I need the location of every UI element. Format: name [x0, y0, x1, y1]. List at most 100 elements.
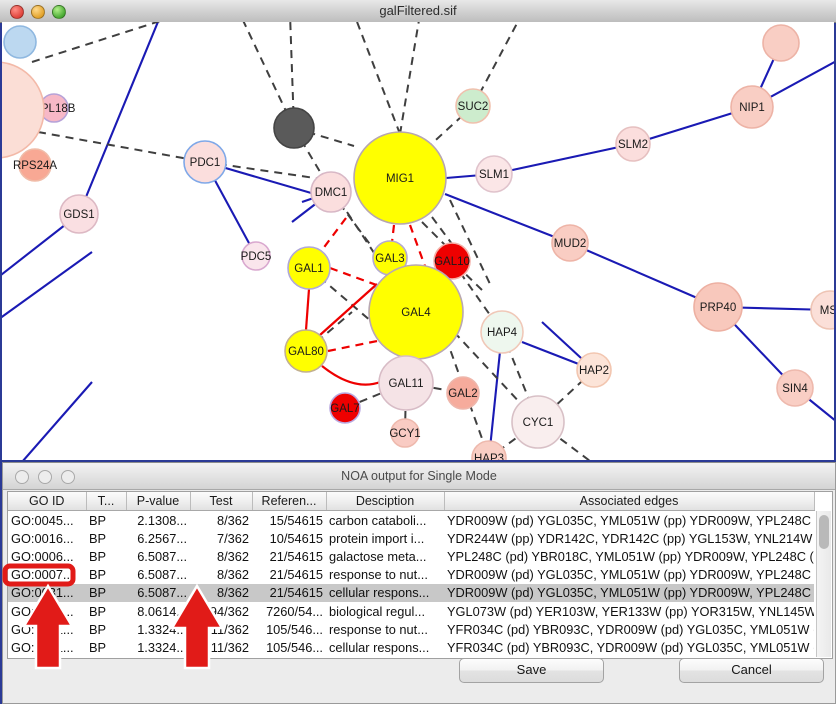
node-cyc1[interactable]: CYC1 — [511, 395, 565, 449]
network-graph[interactable]: RPL18BRPS24AGDS1PDC1PDC5SUC2MIG1DMC1SLM1… — [2, 22, 834, 460]
node-gal4[interactable]: GAL4 — [368, 264, 464, 360]
table-row[interactable]: GO:0065... BP 8.0614... 94/362 7260/54... bio… — [8, 602, 814, 620]
column-header-test[interactable]: Test — [190, 492, 253, 511]
node-hap2[interactable]: HAP2 — [576, 352, 612, 388]
node-circle[interactable] — [59, 194, 99, 234]
node-gal7[interactable]: GAL7 — [329, 392, 361, 424]
table-row[interactable]: GO:0031... BP 1.3324... 11/362 105/546... res… — [8, 620, 814, 638]
node-circle[interactable] — [273, 107, 315, 149]
node-mud2[interactable]: MUD2 — [551, 224, 589, 262]
network-canvas[interactable]: RPL18B RPS24A GDS1 PDC1 PDC5 SUC2 MIG1 DMC1 SLM1… — [2, 22, 834, 460]
table-row[interactable]: GO:0016... BP 6.2567... 7/362 10/54615 protei… — [8, 529, 814, 547]
node-unlabeled[interactable] — [3, 25, 37, 59]
results-table-container[interactable]: GO ID T... P-value Test Referen... Desci… — [7, 491, 833, 659]
cell-test: 11/362 — [210, 621, 249, 637]
node-rps24a[interactable]: RPS24A — [13, 148, 57, 182]
window-controls[interactable] — [10, 5, 66, 19]
node-gcy1[interactable]: GCY1 — [389, 418, 421, 448]
node-gal1[interactable]: GAL1 — [287, 246, 331, 290]
column-header-associated-edges[interactable]: Associated edges — [444, 492, 815, 511]
node-hap4[interactable]: HAP4 — [480, 310, 524, 354]
node-circle[interactable] — [475, 155, 513, 193]
node-dmc1[interactable]: DMC1 — [310, 171, 352, 213]
cancel-button[interactable]: Cancel — [679, 658, 824, 683]
node-circle[interactable] — [2, 61, 45, 159]
node-gal11[interactable]: GAL11 — [378, 355, 434, 411]
column-header-go-id[interactable]: GO ID — [8, 492, 87, 511]
node-sin4[interactable]: SIN4 — [776, 369, 814, 407]
node-circle[interactable] — [551, 224, 589, 262]
node-gal2[interactable]: GAL2 — [446, 376, 480, 410]
node-circle[interactable] — [390, 418, 420, 448]
panel-zoom-button[interactable] — [61, 470, 75, 484]
column-header-reference[interactable]: Referen... — [252, 492, 327, 511]
node-circle[interactable] — [446, 376, 480, 410]
save-button[interactable]: Save — [459, 658, 604, 683]
node-gds1[interactable]: GDS1 — [59, 194, 99, 234]
panel-minimize-button[interactable] — [38, 470, 52, 484]
node-circle[interactable] — [183, 140, 227, 184]
node-circle[interactable] — [576, 352, 612, 388]
node-circle[interactable] — [480, 310, 524, 354]
node-msi[interactable]: MSI — [810, 290, 834, 330]
node-unlabeled[interactable] — [762, 24, 800, 62]
nodes-layer[interactable]: RPL18BRPS24AGDS1PDC1PDC5SUC2MIG1DMC1SLM1… — [2, 24, 834, 460]
cell-reference: 10/54615 — [269, 530, 323, 546]
table-row[interactable]: GO:0031... BP 1.3324... 11/362 105/546... cel… — [8, 638, 814, 656]
node-nip1[interactable]: NIP1 — [730, 85, 774, 129]
node-pdc1[interactable]: PDC1 — [183, 140, 227, 184]
cell-description: regulation of bi... — [326, 657, 444, 659]
node-slm1[interactable]: SLM1 — [475, 155, 513, 193]
table-row[interactable]: GO:0007... BP 6.5087... 8/362 21/54615 respon… — [8, 566, 814, 584]
column-header-type[interactable]: T... — [86, 492, 127, 511]
panel-window-controls[interactable] — [15, 470, 75, 484]
node-circle[interactable] — [329, 392, 361, 424]
node-circle[interactable] — [455, 88, 491, 124]
node-unlabeled[interactable] — [2, 61, 45, 159]
node-circle[interactable] — [810, 290, 834, 330]
cell-type: BP — [89, 548, 107, 564]
node-suc2[interactable]: SUC2 — [455, 88, 491, 124]
node-gal80[interactable]: GAL80 — [284, 329, 328, 373]
node-prp40[interactable]: PRP40 — [693, 282, 743, 332]
node-circle[interactable] — [511, 395, 565, 449]
close-button[interactable] — [10, 5, 24, 19]
node-circle[interactable] — [287, 246, 331, 290]
node-circle[interactable] — [762, 24, 800, 62]
node-mig1[interactable]: MIG1 — [353, 131, 447, 225]
table-row[interactable]: GO:0045... BP 2.1308... 8/362 15/54615 carbon… — [8, 511, 814, 530]
table-row[interactable]: GO:0031... BP 6.5087... 8/362 21/54615 cellul… — [8, 583, 814, 602]
edge-pd — [449, 199, 491, 285]
node-circle[interactable] — [776, 369, 814, 407]
table-row[interactable]: GO:0006... BP 6.5087... 8/362 21/54615 galact… — [8, 547, 814, 565]
node-unlabeled[interactable] — [273, 107, 315, 149]
edge-pp — [2, 251, 93, 319]
column-header-p-value[interactable]: P-value — [126, 492, 191, 511]
node-circle[interactable] — [433, 242, 471, 280]
node-circle[interactable] — [284, 329, 328, 373]
panel-close-button[interactable] — [15, 470, 29, 484]
node-circle[interactable] — [471, 440, 507, 460]
node-circle[interactable] — [310, 171, 352, 213]
node-circle[interactable] — [18, 148, 52, 182]
node-gal10[interactable]: GAL10 — [433, 242, 471, 280]
minimize-button[interactable] — [31, 5, 45, 19]
results-table[interactable]: GO ID T... P-value Test Referen... Desci… — [8, 492, 815, 659]
node-circle[interactable] — [730, 85, 774, 129]
node-circle[interactable] — [3, 25, 37, 59]
node-circle[interactable] — [378, 355, 434, 411]
node-label: GAL10 — [434, 256, 470, 268]
node-circle[interactable] — [353, 131, 447, 225]
scrollbar-thumb[interactable] — [819, 515, 829, 549]
node-circle[interactable] — [615, 126, 651, 162]
table-body[interactable]: GO:0045... BP 2.1308... 8/362 15/54615 carbon… — [8, 511, 814, 659]
table-vertical-scrollbar[interactable] — [816, 511, 831, 657]
node-pdc5[interactable]: PDC5 — [241, 241, 272, 271]
zoom-button[interactable] — [52, 5, 66, 19]
column-header-description[interactable]: Desciption — [326, 492, 445, 511]
node-gal3[interactable]: GAL3 — [372, 240, 408, 276]
node-hap3[interactable]: HAP3 — [471, 440, 507, 460]
node-circle[interactable] — [241, 241, 271, 271]
node-circle[interactable] — [693, 282, 743, 332]
node-slm2[interactable]: SLM2 — [615, 126, 651, 162]
